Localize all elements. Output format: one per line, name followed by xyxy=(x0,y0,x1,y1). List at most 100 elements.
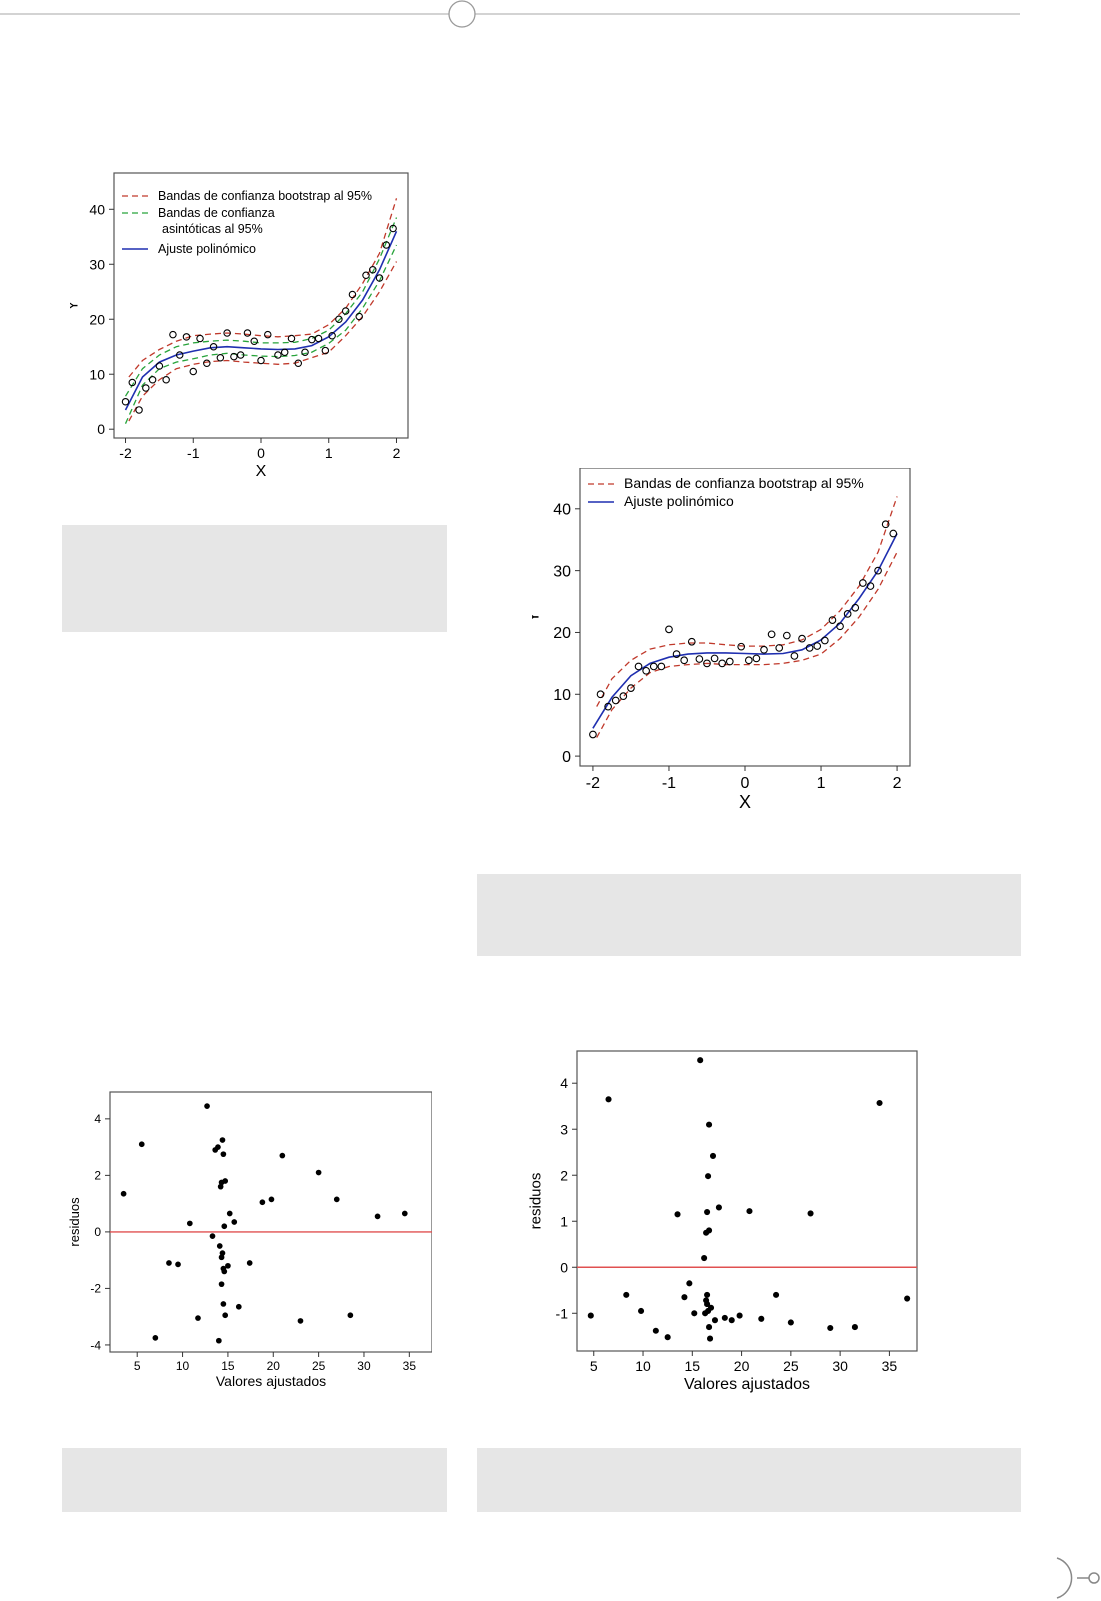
chart-svg: -2-1012010203040XYBandas de confianza bo… xyxy=(523,467,911,812)
data-point xyxy=(665,625,673,634)
data-point xyxy=(321,346,330,355)
legend-label: Bandas de confianza bootstrap al 95% xyxy=(624,475,864,491)
data-point xyxy=(775,644,784,652)
data-point xyxy=(725,657,734,666)
data-point xyxy=(820,636,829,645)
data-point xyxy=(257,356,265,365)
x-tick-label: 5 xyxy=(590,1358,598,1374)
x-axis-label: X xyxy=(739,792,751,812)
data-point xyxy=(138,1141,145,1148)
x-tick-label: 10 xyxy=(635,1358,651,1374)
confidence-band-curve xyxy=(124,244,398,424)
data-point xyxy=(216,1243,223,1249)
data-point xyxy=(687,637,696,646)
data-point xyxy=(162,375,170,384)
data-point xyxy=(715,1204,722,1211)
x-tick-label: 20 xyxy=(267,1359,281,1373)
data-point xyxy=(787,1319,794,1326)
confidence-band-curve xyxy=(128,261,398,422)
x-axis-label: Valores ajustados xyxy=(684,1376,810,1393)
y-tick-label: -2 xyxy=(90,1282,101,1296)
data-point xyxy=(315,1169,322,1176)
y-tick-label: 10 xyxy=(553,687,571,704)
y-tick-label: 30 xyxy=(89,256,105,272)
data-point xyxy=(209,342,218,351)
x-tick-label: 35 xyxy=(403,1359,417,1373)
x-tick-label: 30 xyxy=(832,1358,848,1374)
data-point xyxy=(589,730,597,739)
data-point xyxy=(866,582,875,590)
data-point xyxy=(758,1315,765,1322)
data-point xyxy=(782,631,791,640)
legend-label: asintóticas al 95% xyxy=(162,222,263,236)
data-point xyxy=(874,566,882,575)
data-point xyxy=(220,1301,227,1307)
data-point xyxy=(674,1211,681,1218)
data-point xyxy=(259,1199,266,1206)
data-point xyxy=(152,1335,159,1341)
page-corner-icon xyxy=(1056,1557,1100,1599)
y-tick-label: 20 xyxy=(89,311,105,327)
data-point xyxy=(264,330,272,339)
data-point xyxy=(375,274,384,282)
data-point xyxy=(736,1312,743,1319)
data-point xyxy=(280,348,289,356)
data-point xyxy=(728,1317,735,1324)
data-point xyxy=(827,1324,834,1332)
data-point xyxy=(348,290,357,299)
data-point xyxy=(604,702,612,711)
y-tick-label: 40 xyxy=(89,201,105,217)
y-axis-label: residuos xyxy=(67,1197,82,1247)
data-point xyxy=(843,610,852,618)
x-tick-label: 5 xyxy=(134,1359,141,1373)
data-point xyxy=(686,1280,693,1287)
x-tick-label: -2 xyxy=(586,775,600,792)
x-tick-label: 10 xyxy=(176,1359,190,1373)
data-point xyxy=(347,1312,354,1319)
data-point xyxy=(737,642,746,651)
data-point xyxy=(279,1152,286,1159)
data-point xyxy=(664,1334,671,1341)
data-point xyxy=(287,334,296,343)
data-point xyxy=(706,1121,713,1128)
x-axis-label: Valores ajustados xyxy=(216,1373,326,1389)
y-tick-label: 3 xyxy=(560,1121,568,1137)
data-point xyxy=(222,1312,229,1319)
chart-polynomial-fit-bootstrap: -2-1012010203040XYBandas de confianza bo… xyxy=(523,467,942,828)
data-point xyxy=(634,662,643,671)
data-point xyxy=(706,1227,713,1234)
chart-svg: 5 10 15 20 25 30 35 -4 -2 0 2 4 Valores ajustados res… xyxy=(67,1091,433,1389)
data-point xyxy=(703,659,711,668)
data-point xyxy=(355,312,363,321)
data-point xyxy=(374,1213,381,1220)
header-rule xyxy=(0,0,1020,28)
x-tick-label: 1 xyxy=(325,445,333,461)
y-tick-label: 0 xyxy=(94,1225,101,1239)
y-tick-label: 0 xyxy=(97,421,105,437)
y-tick-label: 2 xyxy=(94,1169,101,1183)
data-point xyxy=(697,1057,704,1064)
data-point xyxy=(246,1260,253,1266)
data-point xyxy=(881,520,890,529)
data-point xyxy=(219,1137,226,1143)
data-point xyxy=(236,351,245,359)
y-tick-label: -4 xyxy=(90,1338,101,1352)
y-tick-label: 4 xyxy=(560,1075,568,1091)
data-point xyxy=(220,1265,227,1272)
data-point xyxy=(813,642,822,650)
data-point xyxy=(155,362,164,370)
data-point xyxy=(876,1099,883,1107)
data-point xyxy=(691,1310,698,1317)
data-point xyxy=(702,1310,709,1317)
data-point xyxy=(836,622,844,631)
x-tick-label: 25 xyxy=(312,1359,326,1373)
data-point xyxy=(605,1096,612,1103)
data-point xyxy=(889,529,898,538)
caption-box-2 xyxy=(477,874,1021,956)
data-point xyxy=(752,654,761,663)
data-point xyxy=(120,1190,127,1197)
y-tick-label: -1 xyxy=(556,1305,569,1321)
x-tick-label: -2 xyxy=(119,445,132,461)
x-tick-label: 15 xyxy=(221,1359,235,1373)
data-point xyxy=(297,1318,304,1324)
